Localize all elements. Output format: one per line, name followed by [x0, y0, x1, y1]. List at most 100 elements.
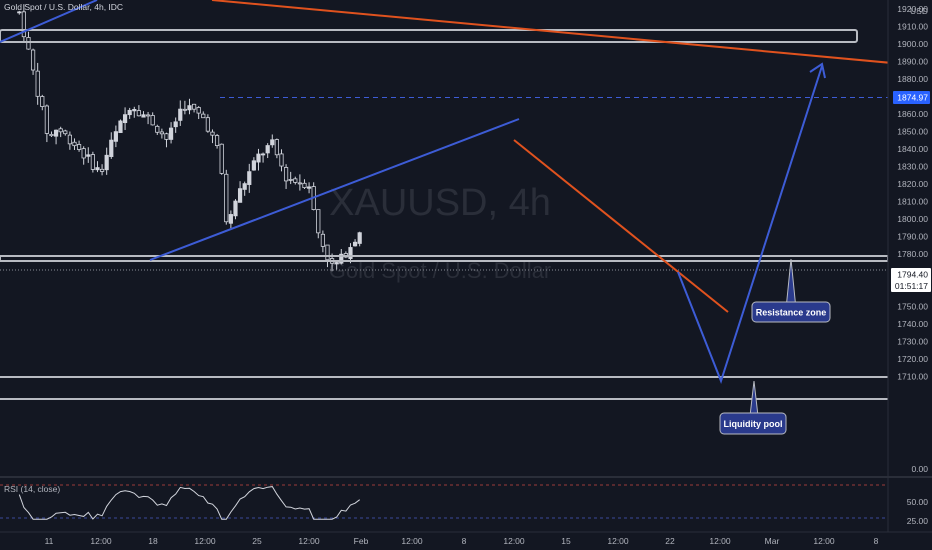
time-tick-label: 8	[462, 536, 467, 546]
candle-body	[17, 11, 22, 14]
candle-body	[274, 139, 279, 156]
price-tick-label: 1830.00	[897, 162, 928, 172]
candle-body	[127, 109, 132, 116]
candle-body	[182, 108, 187, 111]
time-tick-label: 12:00	[503, 536, 525, 546]
resistance-callout[interactable]	[751, 301, 831, 323]
candle-body	[187, 105, 192, 111]
time-tick-label: 11	[45, 536, 54, 546]
candle-body	[320, 233, 325, 247]
candle-body	[49, 133, 54, 137]
candle-body	[173, 121, 178, 128]
price-tick-label: 1840.00	[897, 144, 928, 154]
candle-body	[302, 182, 307, 189]
candle-body	[219, 143, 224, 174]
candle-body	[325, 244, 330, 261]
price-tick-label: 1790.00	[897, 232, 928, 242]
candle-body	[81, 148, 86, 159]
candle-body	[132, 108, 137, 112]
rsi-axis-fifty: 50.00	[907, 497, 929, 507]
candle-body	[21, 11, 26, 38]
resistance-callout-label: Resistance zone	[756, 308, 827, 318]
candle-body	[306, 186, 312, 189]
price-tick-label: 1820.00	[897, 179, 928, 189]
rsi-axis-twentyfive: 25.00	[907, 516, 929, 526]
time-tick-label: Feb	[354, 536, 369, 546]
candle-body	[159, 131, 164, 135]
candle-body	[339, 253, 344, 264]
candle-body	[228, 214, 233, 224]
rsi-axis-zero: 0.00	[911, 464, 928, 474]
price-tick-label: 1890.00	[897, 57, 928, 67]
price-tick-label: 1800.00	[897, 214, 928, 224]
projection-path[interactable]	[677, 65, 823, 384]
time-tick-label: 22	[665, 536, 675, 546]
liquidity-callout[interactable]	[719, 412, 787, 435]
candle-body	[247, 171, 252, 185]
candle-body	[265, 145, 270, 154]
candle-body	[155, 125, 160, 133]
candle-body	[288, 179, 293, 181]
candle-body	[256, 153, 261, 163]
candle-body	[270, 139, 275, 146]
candle-body	[210, 131, 215, 136]
time-tick-label: Mar	[765, 536, 780, 546]
candle-body	[141, 114, 146, 118]
time-tick-label: 15	[561, 536, 571, 546]
candle-body	[136, 110, 141, 117]
price-tick-label: 1850.00	[897, 127, 928, 137]
candle-body	[348, 247, 353, 259]
candle-body	[164, 133, 169, 140]
candle-body	[104, 154, 109, 171]
candle-body	[99, 168, 105, 172]
rsi-title[interactable]: RSI (14, close)	[4, 484, 61, 494]
long-resistance-line[interactable]	[211, 0, 893, 64]
price-axis-labels: 1920.001910.001900.001890.001880.001870.…	[897, 4, 928, 382]
falling-trend-line[interactable]	[513, 139, 729, 313]
time-tick-label: 18	[148, 536, 158, 546]
candle-body	[30, 49, 36, 71]
candle-body	[293, 178, 298, 183]
candle-body	[40, 96, 45, 107]
time-tick-label: 8	[874, 536, 879, 546]
level-badge	[893, 91, 930, 104]
candle-body	[334, 262, 339, 265]
candle-body	[224, 173, 229, 223]
time-tick-label: 12:00	[90, 536, 112, 546]
watermark-name: Gold Spot / U.S. Dollar	[329, 258, 552, 283]
candle-body	[205, 117, 210, 132]
price-tick-label: 1780.00	[897, 249, 928, 259]
price-tick-label: 1810.00	[897, 197, 928, 207]
early-uptrend-line[interactable]	[0, 0, 98, 43]
candle-body	[150, 115, 155, 126]
price-tick-label: 1880.00	[897, 74, 928, 84]
candle-body	[178, 108, 183, 121]
price-axis-currency: USD	[910, 6, 928, 16]
candle-body	[283, 167, 289, 182]
watermark-ticker: XAUUSD, 4h	[329, 182, 551, 224]
price-tick-label: 1860.00	[897, 109, 928, 119]
candle-body	[53, 129, 59, 137]
candle-body	[113, 131, 118, 142]
candle-body	[90, 154, 95, 170]
candle-body	[26, 37, 31, 50]
candle-body	[297, 182, 302, 185]
candle-body	[201, 113, 206, 119]
candle-body	[72, 141, 77, 147]
candle-body	[122, 114, 128, 124]
projection-arrowhead	[809, 62, 826, 79]
rising-trend-line[interactable]	[149, 118, 520, 261]
current-price-badge	[891, 268, 931, 292]
current-price-value: 1794.40	[897, 270, 928, 280]
rsi-line	[18, 486, 361, 520]
liquidity-callout-label: Liquidity pool	[724, 419, 783, 429]
price-tick-label: 1750.00	[897, 302, 928, 312]
candle-body	[251, 160, 256, 171]
candle-body	[86, 154, 91, 157]
symbol-header[interactable]: Gold Spot / U.S. Dollar, 4h, IDC	[4, 2, 124, 12]
top-zone-box[interactable]	[0, 29, 858, 43]
candle-body	[95, 167, 100, 171]
candle-body	[168, 127, 174, 140]
